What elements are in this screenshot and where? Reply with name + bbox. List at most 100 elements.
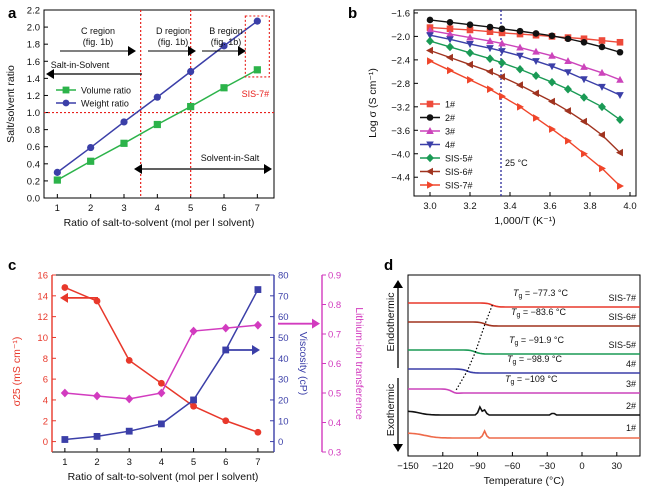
trace-label: SIS-5# xyxy=(608,340,636,350)
data-point xyxy=(499,92,506,101)
series-line xyxy=(429,29,621,81)
y-tick-label-left: 8 xyxy=(43,354,48,365)
dsc-trace xyxy=(407,429,640,439)
series-line xyxy=(64,324,258,400)
panel-d-chart: −150 −120 −90 −60 −30 0 30 Temperature (°C) Endo… xyxy=(385,274,641,487)
data-point xyxy=(486,23,494,31)
x-tick-label: 4.0 xyxy=(623,201,636,212)
data-point xyxy=(53,176,61,184)
y-tick-label-right: 10 xyxy=(278,416,289,427)
legend-label: 4# xyxy=(445,140,455,150)
data-point xyxy=(426,16,434,24)
plot-frame xyxy=(407,274,641,457)
y-tick-label-right2: 0.4 xyxy=(328,418,341,429)
tg-annotation: Tg = −109 °C xyxy=(505,374,558,386)
data-point xyxy=(426,36,434,46)
data-point xyxy=(254,428,262,436)
data-point xyxy=(189,326,198,336)
annotation-b-fig: (fig. 1b) xyxy=(211,37,242,47)
data-point xyxy=(548,51,556,59)
data-point xyxy=(486,54,494,63)
data-point xyxy=(157,420,165,428)
data-point xyxy=(616,48,624,56)
data-point xyxy=(157,388,166,398)
legend-label: 2# xyxy=(445,113,455,123)
endothermic-arrowhead xyxy=(393,280,403,288)
data-point xyxy=(87,157,95,165)
data-point xyxy=(427,57,434,65)
data-point xyxy=(61,284,69,291)
legend-label: Weight ratio xyxy=(81,99,129,109)
data-point xyxy=(548,97,555,106)
legend-marker xyxy=(62,86,70,94)
data-point xyxy=(426,32,434,40)
data-point xyxy=(446,36,454,44)
data-point xyxy=(446,53,453,62)
x-tick-label: 0 xyxy=(579,461,584,472)
data-point xyxy=(532,30,540,37)
annotation-solvent-in-salt: Solvent-in-Salt xyxy=(201,153,260,163)
y-tick-label: −4.4 xyxy=(391,173,410,184)
x-tick-label: −30 xyxy=(539,461,555,472)
data-point xyxy=(466,33,474,41)
trace-label: 3# xyxy=(626,379,636,389)
y-axis-label-viscosity: Viscosity (cP) xyxy=(297,332,309,395)
panel-letter-a: a xyxy=(8,5,17,22)
data-point xyxy=(498,73,505,81)
data-point xyxy=(87,143,95,152)
dsc-trace xyxy=(407,405,640,416)
data-point xyxy=(580,93,588,102)
dsc-trace xyxy=(408,302,640,308)
x-tick-label: 3.6 xyxy=(543,201,556,212)
data-point xyxy=(486,37,494,45)
x-tick-label: 3 xyxy=(127,457,132,468)
legend-label: SIS-7# xyxy=(445,181,473,191)
y-axis-label: Salt/solvent ratio xyxy=(5,65,17,143)
data-point xyxy=(599,164,606,173)
data-point xyxy=(616,75,624,83)
panel-letter-b: b xyxy=(348,5,357,22)
y-tick-label-right: 70 xyxy=(278,291,289,302)
y-axis-label-transference: Lithium-ion transference xyxy=(353,307,365,420)
y-tick-label-left: 14 xyxy=(37,291,48,302)
annotation-d-fig: (fig. 1b) xyxy=(158,37,189,47)
y-axis-label-left: σ25 (mS cm⁻¹) xyxy=(11,337,23,407)
data-point xyxy=(565,137,572,145)
data-point xyxy=(564,84,572,94)
trace-label: SIS-7# xyxy=(608,293,636,303)
data-point xyxy=(516,27,524,35)
y-tick-label: −4.0 xyxy=(391,149,410,160)
data-point xyxy=(517,103,524,111)
annotation-c-fig: (fig. 1b) xyxy=(83,37,114,47)
x-tick-label: 1 xyxy=(55,203,60,214)
data-point xyxy=(466,26,474,34)
series-line xyxy=(64,289,259,441)
y-tick-label-right: 20 xyxy=(278,395,289,406)
annotation-salt-in-solvent: Salt-in-Solvent xyxy=(51,60,110,70)
data-point xyxy=(53,168,61,176)
data-point xyxy=(253,66,261,74)
data-point xyxy=(466,41,474,48)
data-point xyxy=(446,42,454,52)
y-tick-label-left: 4 xyxy=(43,395,48,406)
y-tick-label-right: 80 xyxy=(278,271,289,282)
region-arrowhead xyxy=(128,46,136,56)
data-point xyxy=(486,45,494,53)
data-point xyxy=(598,68,606,76)
data-point xyxy=(487,85,494,94)
data-point xyxy=(616,115,624,125)
legend-marker xyxy=(426,127,434,134)
data-point xyxy=(125,427,133,435)
data-point xyxy=(466,21,474,28)
y-tick-label-right: 40 xyxy=(278,354,289,365)
x-tick-label: 3.0 xyxy=(423,201,436,212)
x-tick-label: 7 xyxy=(255,457,260,468)
data-point xyxy=(125,394,134,404)
data-point xyxy=(532,58,540,66)
data-point xyxy=(549,125,556,133)
data-point xyxy=(467,76,474,84)
x-tick-label: 3.8 xyxy=(583,201,596,212)
data-point xyxy=(516,52,524,60)
legend-marker xyxy=(62,99,70,107)
